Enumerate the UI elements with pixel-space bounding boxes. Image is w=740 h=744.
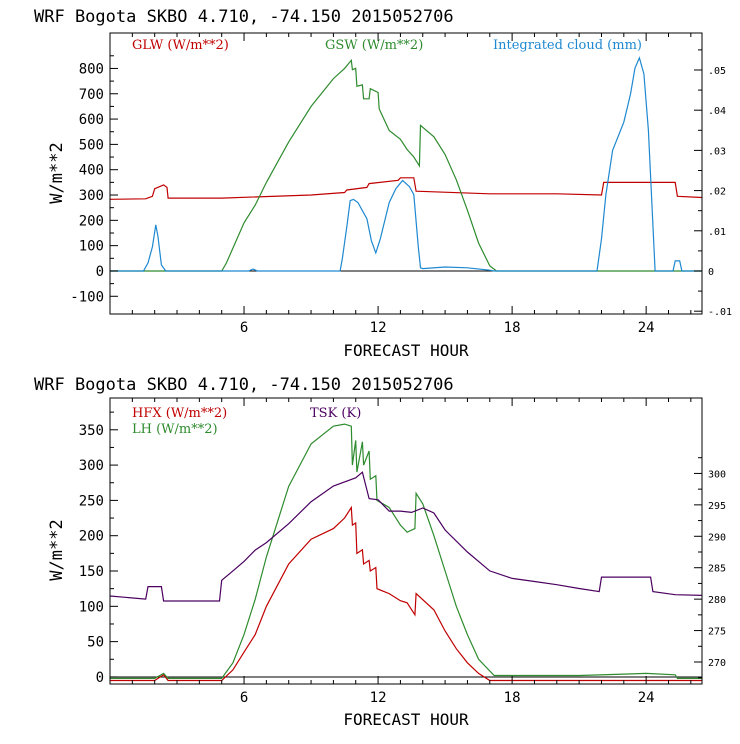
- chart-2: WRF Bogota SKBO 4.710, -74.150 201505270…: [34, 375, 726, 729]
- y-tick-label: 800: [79, 61, 104, 77]
- legend-entry: LH (W/m**2): [132, 422, 218, 437]
- y2-tick-label: 0: [708, 267, 714, 278]
- y-tick-label: 500: [79, 137, 104, 153]
- legend-entry: TSK (K): [310, 406, 361, 421]
- y-tick-label: 200: [79, 213, 104, 229]
- y2-tick-label: .01: [708, 227, 726, 238]
- x-tick-label: 6: [240, 320, 248, 336]
- series-line-tsk: [110, 471, 702, 602]
- series-line-glw: [110, 177, 702, 200]
- plot-frame: [109, 397, 703, 685]
- y-tick-label: -100: [70, 289, 104, 305]
- y-tick-label: 150: [79, 564, 104, 580]
- y2-tick-label: 300: [708, 469, 726, 480]
- legend-entry: HFX (W/m**2): [132, 406, 227, 421]
- y-tick-label: 300: [79, 188, 104, 204]
- y-tick-label: 350: [79, 423, 104, 439]
- y2-tick-label: 280: [708, 595, 726, 606]
- legend-entry: Integrated cloud (mm): [493, 38, 642, 53]
- y2-tick-label: .03: [708, 146, 726, 157]
- y-tick-label: 100: [79, 239, 104, 255]
- y-tick-label: 100: [79, 599, 104, 615]
- series-line-hfx: [110, 505, 702, 682]
- y-tick-label: 600: [79, 112, 104, 128]
- y-axis-label: W/m**2: [47, 142, 67, 203]
- y2-tick-label: -.01: [708, 307, 732, 318]
- y-tick-label: 50: [87, 635, 104, 651]
- x-tick-label: 6: [240, 690, 248, 706]
- y-tick-label: 300: [79, 458, 104, 474]
- x-axis-label: FORECAST HOUR: [343, 710, 469, 729]
- x-tick-label: 18: [504, 320, 521, 336]
- y-tick-label: 400: [79, 163, 104, 179]
- chart-title: WRF Bogota SKBO 4.710, -74.150 201505270…: [34, 375, 454, 395]
- x-tick-label: 12: [370, 320, 387, 336]
- y-tick-label: 0: [96, 670, 104, 686]
- x-tick-label: 12: [370, 690, 387, 706]
- y-tick-label: 0: [96, 264, 104, 280]
- x-tick-label: 24: [638, 690, 655, 706]
- y2-tick-label: .05: [708, 66, 726, 77]
- y2-tick-label: .02: [708, 187, 726, 198]
- y2-tick-label: 275: [708, 627, 726, 638]
- x-tick-label: 18: [504, 690, 521, 706]
- series-line-gsw: [110, 58, 702, 272]
- y-tick-label: 700: [79, 87, 104, 103]
- plot-frame: [109, 32, 703, 315]
- y2-tick-label: .04: [708, 106, 726, 117]
- y2-tick-label: 270: [708, 658, 726, 669]
- legend-entry: GSW (W/m**2): [325, 38, 423, 53]
- y-tick-label: 250: [79, 493, 104, 509]
- chart-1: WRF Bogota SKBO 4.710, -74.150 201505270…: [34, 7, 732, 360]
- chart-title: WRF Bogota SKBO 4.710, -74.150 201505270…: [34, 7, 454, 27]
- y2-tick-label: 290: [708, 532, 726, 543]
- y-axis-label: W/m**2: [47, 519, 67, 580]
- y-tick-label: 200: [79, 529, 104, 545]
- x-tick-label: 24: [638, 320, 655, 336]
- legend-entry: GLW (W/m**2): [132, 38, 229, 53]
- y2-tick-label: 295: [708, 501, 726, 512]
- series-line-lh: [110, 423, 702, 680]
- series-line-integrated-cloud: [110, 56, 702, 272]
- x-axis-label: FORECAST HOUR: [343, 341, 469, 360]
- y2-tick-label: 285: [708, 564, 726, 575]
